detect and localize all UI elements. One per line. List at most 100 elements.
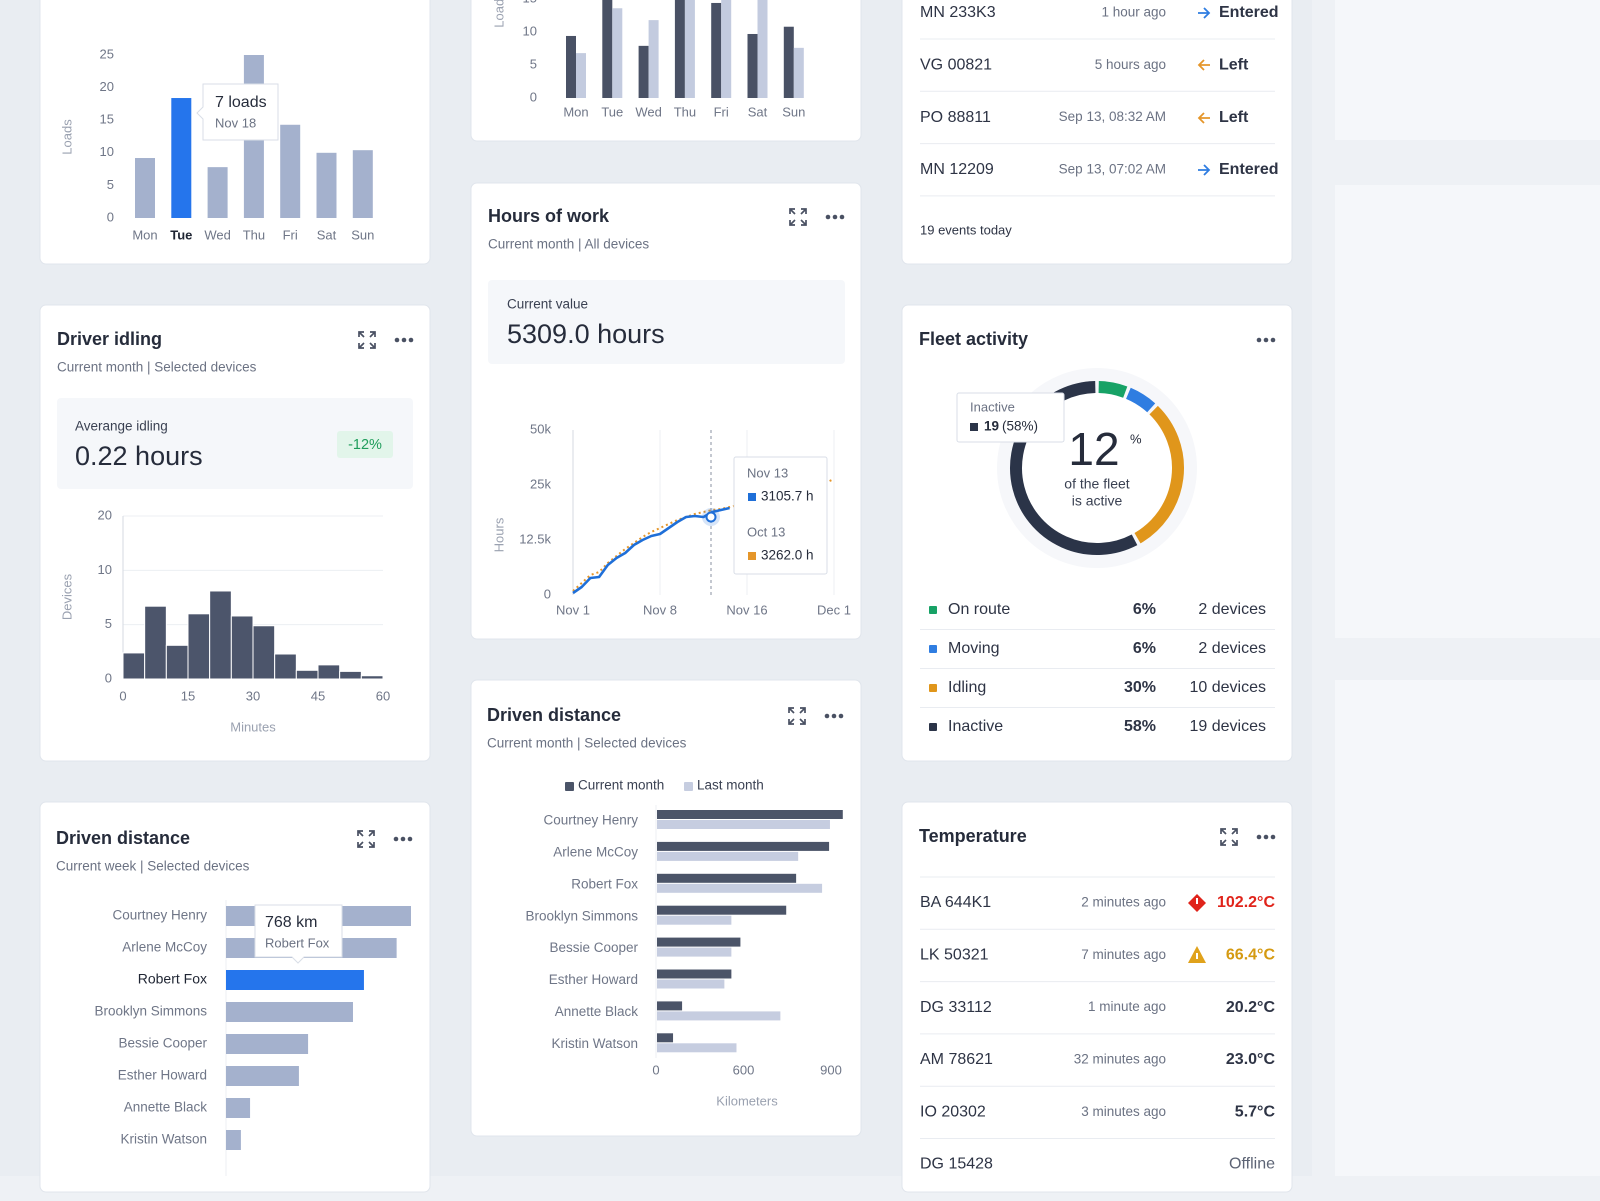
category-label: Annette Black <box>555 1004 639 1019</box>
tooltip-date: Oct 13 <box>747 524 785 539</box>
more-icon[interactable] <box>824 713 844 719</box>
overlay: 7 loads Nov 18 Nov 13 3105.7 h Oct 13 32… <box>196 83 1065 964</box>
center-unit: % <box>1130 431 1142 446</box>
more-icon[interactable] <box>825 214 845 220</box>
x-tick-label: Dec 1 <box>817 602 851 617</box>
x-tick-label: Sun <box>782 104 805 119</box>
arrow-in <box>1198 164 1211 176</box>
kpi-box <box>488 280 845 364</box>
category-label: Robert Fox <box>138 971 207 987</box>
line <box>572 506 730 595</box>
x-tick-label: Wed <box>635 104 662 119</box>
x-tick-label: 60 <box>376 688 390 703</box>
x-tick-label: Mon <box>132 227 157 242</box>
x-tick-label: 0 <box>652 1062 659 1077</box>
bar <box>657 1001 683 1011</box>
vehicle-id: LK 50321 <box>920 947 989 964</box>
bar <box>576 53 586 98</box>
more-icon[interactable] <box>393 836 413 842</box>
legend-label: On route <box>948 601 1010 618</box>
y-tick-label: 0 <box>530 89 537 104</box>
y-tick-label: 25k <box>530 476 551 491</box>
device-count: 2 devices <box>1198 640 1266 657</box>
event-time: 1 hour ago <box>1101 5 1166 20</box>
x-tick-label: Fri <box>283 227 298 242</box>
y-tick-label: 15 <box>523 0 537 5</box>
x-tick-label: Nov 8 <box>643 602 677 617</box>
side-panel <box>1335 680 1600 1176</box>
card <box>39 801 431 1193</box>
event-time: Sep 13, 08:32 AM <box>1059 109 1166 124</box>
bar <box>226 1098 251 1118</box>
tooltip <box>254 904 343 964</box>
bar <box>657 841 830 851</box>
bar <box>165 644 189 680</box>
legend-swatch <box>684 782 693 791</box>
category-label: Arlene McCoy <box>122 940 207 955</box>
kpi-value: 0.22 hours <box>75 441 203 471</box>
bar <box>207 167 228 218</box>
bar <box>187 613 211 680</box>
more-icon[interactable] <box>394 337 414 343</box>
y-tick-label: 0 <box>544 586 551 601</box>
event-status: Entered <box>1219 4 1279 21</box>
bar <box>274 653 297 680</box>
bar <box>280 124 301 218</box>
card-title: Temperature <box>919 826 1027 846</box>
center-value: 12 <box>1068 423 1119 475</box>
y-tick-label: 10 <box>98 562 112 577</box>
card-subtitle: Current month | Selected devices <box>487 736 687 751</box>
more-icon[interactable] <box>1256 337 1276 343</box>
arrow-out <box>1197 112 1210 124</box>
alert-mark <box>1196 898 1198 904</box>
bar <box>122 652 146 680</box>
vehicle-id: BA 644K1 <box>920 894 991 911</box>
card-title: Driven distance <box>487 705 621 725</box>
legend-swatch <box>929 684 937 692</box>
x-axis-label: Minutes <box>230 719 276 734</box>
more-icon[interactable] <box>1256 834 1276 840</box>
tooltip-count: 19 <box>984 419 999 434</box>
bar <box>226 1066 299 1086</box>
vehicle-id: IO 20302 <box>920 1103 986 1120</box>
event-status: Entered <box>1219 161 1279 178</box>
card-subtitle: Current week | Selected devices <box>56 859 250 874</box>
bar <box>226 970 364 990</box>
bar <box>566 35 576 98</box>
line <box>572 478 835 592</box>
x-tick-label: 900 <box>820 1062 842 1077</box>
category-label: Robert Fox <box>571 876 638 891</box>
x-tick-label: 45 <box>311 688 325 703</box>
badge-bg <box>337 431 393 458</box>
vehicle-id: MN 12209 <box>920 161 994 178</box>
value-label: 6% <box>1133 601 1156 618</box>
reading-time: 3 minutes ago <box>1081 1104 1166 1119</box>
bar <box>252 625 276 680</box>
value-label: 6% <box>1133 640 1156 657</box>
category-label: Annette Black <box>124 1100 208 1115</box>
arrow-out <box>1197 59 1210 71</box>
events-footer: 19 events today <box>920 222 1012 237</box>
x-tick-label: Mon <box>563 104 588 119</box>
tooltip-title: Inactive <box>970 399 1015 414</box>
y-tick-label: 5 <box>105 616 112 631</box>
bar <box>352 150 373 218</box>
bar <box>657 1043 737 1053</box>
tooltip-date: Nov 13 <box>747 465 788 480</box>
y-tick-label: 25 <box>100 46 114 61</box>
bar <box>226 1034 309 1054</box>
y-axis-label: Loads <box>59 119 74 155</box>
y-axis-label: Devices <box>59 573 74 620</box>
y-axis-label: Hours <box>491 517 506 552</box>
vehicle-id: PO 88811 <box>920 109 991 126</box>
legend-swatch <box>929 645 937 653</box>
bar <box>360 675 384 680</box>
bar <box>316 152 337 218</box>
bar <box>721 0 732 98</box>
temperature-reading: Offline <box>1229 1156 1275 1173</box>
category-label: Courtney Henry <box>112 908 207 923</box>
category-label: Arlene McCoy <box>553 844 638 859</box>
x-tick-label: 600 <box>733 1062 755 1077</box>
